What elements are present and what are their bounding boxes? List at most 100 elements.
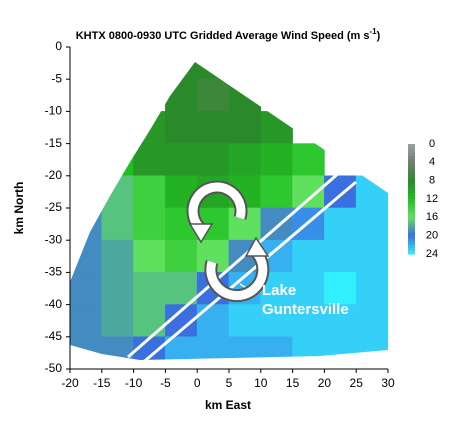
y-axis-label: km North bbox=[12, 182, 26, 235]
cell bbox=[228, 111, 262, 144]
cell bbox=[165, 111, 198, 144]
colorbar-segment bbox=[408, 223, 415, 227]
cell bbox=[260, 175, 293, 209]
colorbar-segment bbox=[408, 238, 415, 243]
colorbar-segment bbox=[408, 180, 415, 185]
cell bbox=[133, 239, 166, 273]
colorbar-segment bbox=[408, 241, 415, 246]
cell bbox=[165, 143, 198, 177]
cell bbox=[133, 336, 166, 360]
cell bbox=[260, 143, 293, 177]
colorbar-segment bbox=[408, 217, 415, 221]
cell bbox=[70, 336, 103, 360]
y-tick-label: -45 bbox=[45, 329, 63, 343]
cell bbox=[133, 143, 166, 177]
cell bbox=[292, 304, 325, 338]
colorbar-segment bbox=[408, 205, 415, 209]
title-main: KHTX 0800-0930 UTC Gridded Average Wind … bbox=[76, 30, 370, 42]
x-tick-label: 10 bbox=[254, 376, 268, 390]
cell bbox=[292, 143, 325, 177]
colorbar-segment bbox=[408, 183, 415, 188]
cell bbox=[292, 175, 325, 209]
colorbar-segment bbox=[408, 250, 415, 255]
colorbar-segment bbox=[408, 165, 415, 169]
colorbar-segment bbox=[408, 186, 415, 191]
colorbar-segment bbox=[408, 195, 415, 200]
cell bbox=[324, 272, 357, 305]
chart-title: KHTX 0800-0930 UTC Gridded Average Wind … bbox=[76, 27, 381, 42]
colorbar-segment bbox=[408, 174, 415, 179]
colorbar-label: 0 bbox=[429, 138, 435, 150]
x-axis-label: km East bbox=[205, 398, 251, 412]
cell bbox=[324, 336, 357, 360]
cell bbox=[196, 304, 230, 338]
colorbar-segment bbox=[408, 171, 415, 176]
colorbar-label: 8 bbox=[429, 175, 435, 187]
cell bbox=[101, 175, 134, 209]
colorbar-segment bbox=[408, 232, 415, 237]
y-tick-label: 0 bbox=[55, 39, 62, 53]
x-tick-label: 30 bbox=[381, 376, 395, 390]
cell bbox=[101, 239, 134, 273]
colorbar-segment bbox=[408, 220, 415, 224]
title-end: ) bbox=[377, 30, 381, 42]
colorbar-label: 20 bbox=[426, 230, 438, 242]
shore-line bbox=[139, 180, 357, 367]
x-tick-label: 20 bbox=[318, 376, 332, 390]
cell bbox=[324, 304, 357, 338]
colorbar-segment bbox=[408, 147, 415, 151]
y-tick-label: -5 bbox=[51, 71, 62, 85]
cell bbox=[70, 239, 103, 273]
annotation: Guntersville bbox=[262, 301, 349, 318]
cell bbox=[228, 304, 262, 338]
colorbar-label: 16 bbox=[426, 211, 438, 223]
colorbar-segment bbox=[408, 229, 415, 234]
y-tick-label: -15 bbox=[45, 136, 63, 150]
cell bbox=[228, 143, 262, 177]
cell bbox=[101, 336, 134, 360]
colorbar-segment bbox=[408, 168, 415, 172]
cell bbox=[133, 175, 166, 209]
cell bbox=[133, 272, 166, 305]
colorbar-segment bbox=[408, 226, 415, 231]
y-tick-label: -40 bbox=[45, 297, 63, 311]
cell bbox=[133, 111, 166, 144]
cell bbox=[324, 239, 357, 273]
colorbar-segment bbox=[408, 244, 415, 249]
cell bbox=[101, 272, 134, 305]
colorbar-segment bbox=[408, 214, 415, 218]
cell bbox=[355, 207, 388, 241]
x-tick-label: -15 bbox=[93, 376, 111, 390]
colorbar-label: 4 bbox=[429, 156, 435, 168]
cell bbox=[101, 207, 134, 241]
colorbar-segment bbox=[408, 202, 415, 206]
colorbar-segment bbox=[408, 247, 415, 252]
cell bbox=[165, 239, 198, 273]
y-tick-label: -50 bbox=[45, 361, 63, 375]
cell bbox=[165, 62, 198, 80]
x-tick-label: 5 bbox=[226, 376, 233, 390]
colorbar-segment bbox=[408, 150, 415, 154]
colorbar-segment bbox=[408, 199, 415, 203]
colorbar-segment bbox=[408, 192, 415, 197]
cell bbox=[101, 143, 134, 177]
cell bbox=[196, 336, 230, 360]
cell bbox=[292, 272, 325, 305]
colorbar-label: 24 bbox=[426, 248, 438, 260]
cell bbox=[260, 336, 293, 360]
x-tick-label: -20 bbox=[61, 376, 79, 390]
cell bbox=[196, 78, 230, 112]
x-tick-label: -10 bbox=[125, 376, 143, 390]
cell bbox=[133, 304, 166, 338]
colorbar-label: 12 bbox=[426, 193, 438, 205]
colorbar-segment bbox=[408, 208, 415, 212]
colorbar-segment bbox=[408, 156, 415, 160]
cell bbox=[165, 78, 198, 112]
cell bbox=[70, 304, 103, 338]
cell bbox=[196, 143, 230, 177]
y-tick-label: -10 bbox=[45, 104, 63, 118]
cell bbox=[165, 336, 198, 360]
cell bbox=[324, 207, 357, 241]
cell bbox=[292, 239, 325, 273]
